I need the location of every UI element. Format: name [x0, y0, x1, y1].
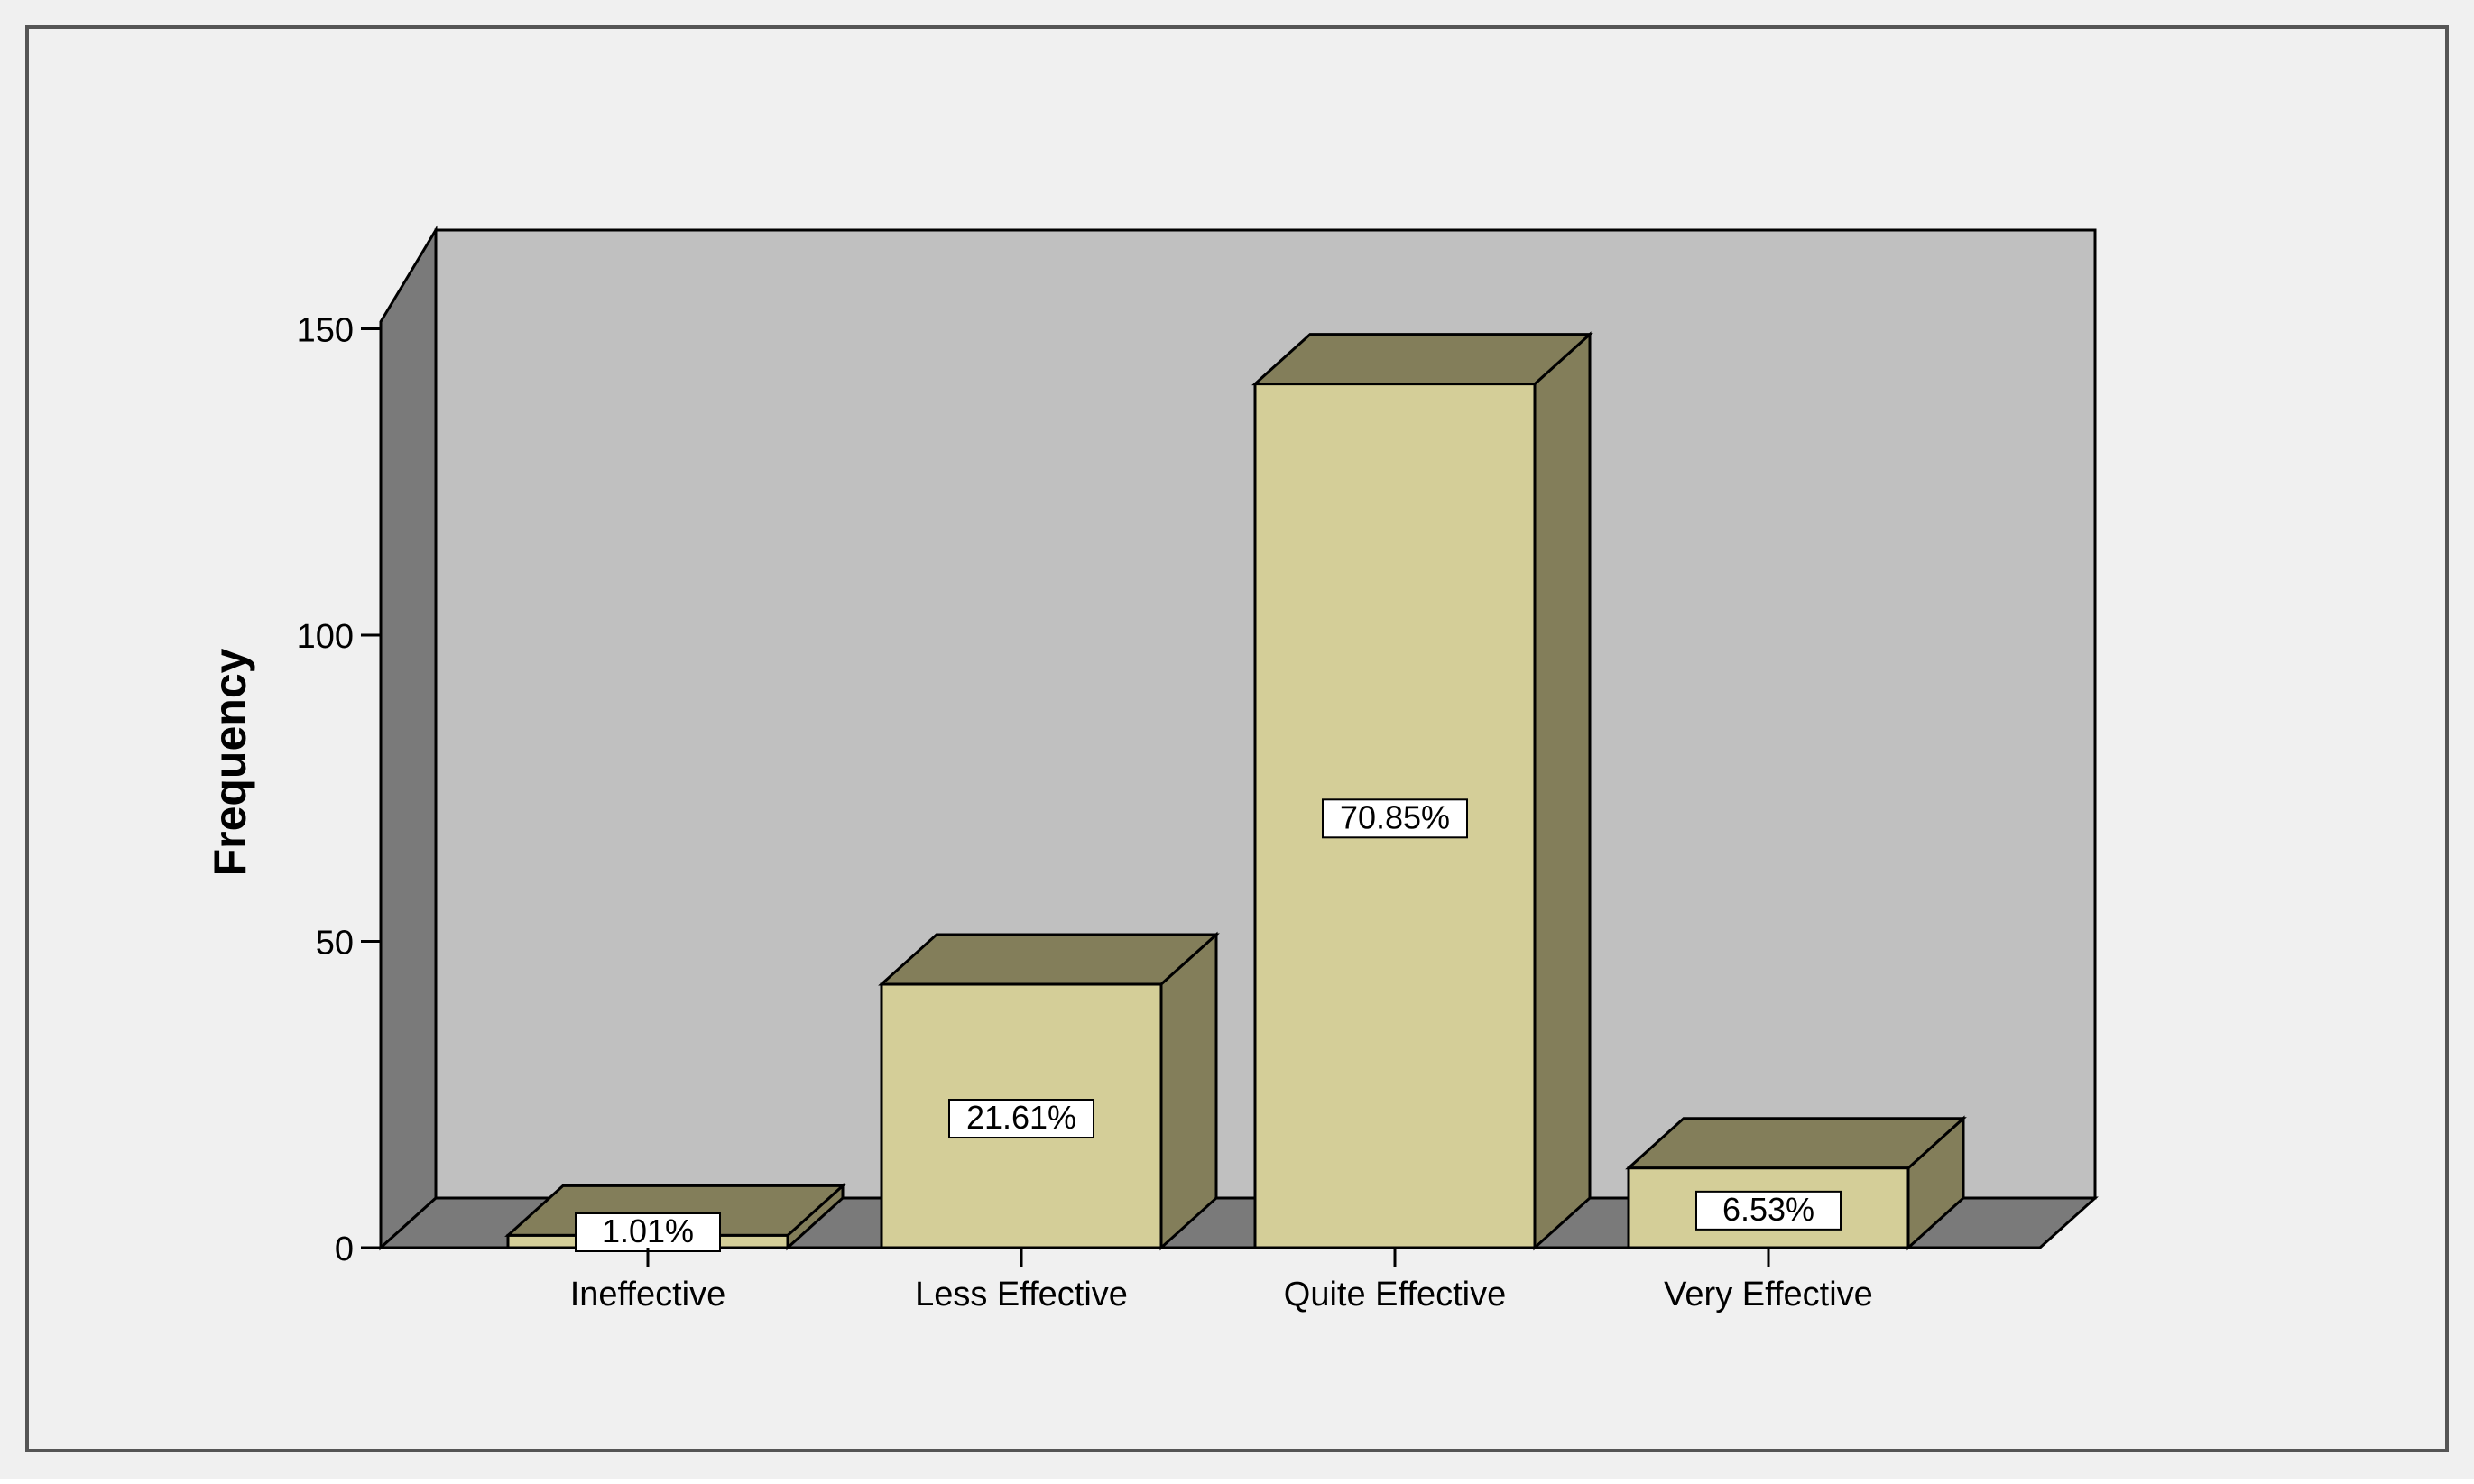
y-tick-label: 0 — [335, 1231, 354, 1268]
data-label: 21.61% — [948, 1099, 1094, 1139]
y-tick-label: 100 — [297, 618, 354, 656]
bar: 1.01% — [504, 1183, 846, 1252]
bar-top — [878, 933, 1220, 986]
data-label-box — [1695, 1190, 1842, 1231]
x-tick-label: Ineffective — [570, 1276, 726, 1313]
data-label: 6.53% — [1695, 1190, 1842, 1231]
chart-border — [25, 25, 2449, 1452]
bars: 1.01% 21.61% 70.85% 6.53% — [504, 331, 1967, 1252]
bar-top — [1625, 1117, 1967, 1170]
bar: 21.61% — [878, 931, 1220, 1251]
bar-front — [880, 982, 1163, 1249]
data-label-text: 21.61% — [966, 1099, 1076, 1136]
bar: 70.85% — [1251, 331, 1593, 1251]
plot-side-wall — [379, 225, 438, 1251]
plot-walls — [377, 225, 2099, 1251]
data-label-text: 1.01% — [602, 1212, 694, 1249]
bar: 6.53% — [1625, 1115, 1967, 1251]
bar-side — [1159, 931, 1218, 1251]
y-tick-label: 50 — [316, 925, 354, 963]
data-label: 70.85% — [1322, 798, 1468, 839]
y-tick-label: 150 — [297, 312, 354, 350]
data-label-text: 6.53% — [1722, 1191, 1814, 1228]
data-label-box — [1322, 798, 1468, 839]
bar-top — [1251, 333, 1593, 386]
bar-side — [1533, 331, 1592, 1251]
x-tick-label: Very Effective — [1664, 1276, 1873, 1313]
y-tick-labels: 0 50 100 150 — [297, 312, 381, 1268]
x-tick-labels: Ineffective Less Effective Quite Effective… — [570, 1248, 1873, 1313]
data-label: 1.01% — [575, 1212, 721, 1252]
x-tick-label: Quite Effective — [1284, 1276, 1506, 1313]
x-tick-label: Less Effective — [915, 1276, 1128, 1313]
data-label-text: 70.85% — [1340, 798, 1450, 835]
y-axis-label: Frequency — [205, 648, 255, 876]
data-label-box — [948, 1099, 1094, 1139]
